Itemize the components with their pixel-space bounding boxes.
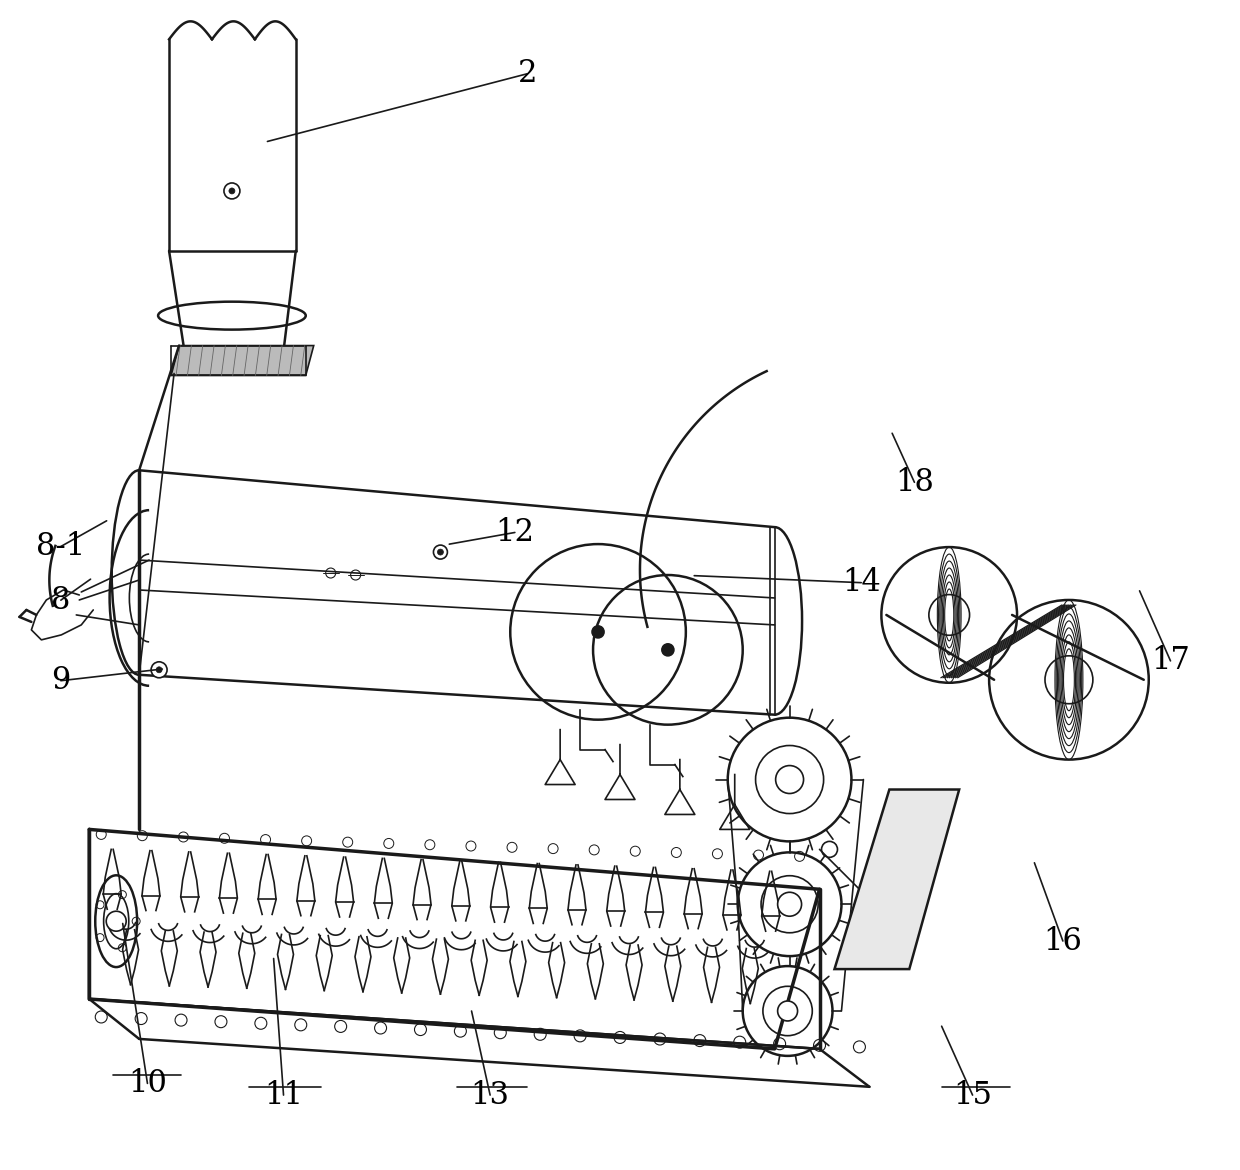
Circle shape xyxy=(434,545,448,559)
Text: 8: 8 xyxy=(51,585,71,615)
Polygon shape xyxy=(835,790,960,969)
Circle shape xyxy=(591,626,604,638)
Text: 11: 11 xyxy=(264,1080,303,1110)
Circle shape xyxy=(151,662,167,677)
Circle shape xyxy=(662,644,673,656)
Circle shape xyxy=(107,911,126,931)
Circle shape xyxy=(156,667,162,673)
Circle shape xyxy=(776,765,804,793)
Circle shape xyxy=(224,183,239,199)
Text: 18: 18 xyxy=(895,467,934,497)
Text: 2: 2 xyxy=(517,58,537,89)
Text: 17: 17 xyxy=(1151,646,1190,676)
Text: 16: 16 xyxy=(1043,925,1083,957)
Text: 8-1: 8-1 xyxy=(36,531,86,562)
Circle shape xyxy=(438,549,444,555)
Text: 13: 13 xyxy=(471,1080,510,1110)
Circle shape xyxy=(229,188,234,194)
Text: 15: 15 xyxy=(954,1080,992,1110)
Text: 14: 14 xyxy=(842,567,880,598)
Text: 12: 12 xyxy=(495,517,534,548)
Text: 10: 10 xyxy=(128,1068,167,1099)
Circle shape xyxy=(777,1002,797,1021)
Text: 9: 9 xyxy=(51,666,71,696)
Circle shape xyxy=(822,841,837,858)
Circle shape xyxy=(777,893,801,916)
Polygon shape xyxy=(171,345,314,376)
